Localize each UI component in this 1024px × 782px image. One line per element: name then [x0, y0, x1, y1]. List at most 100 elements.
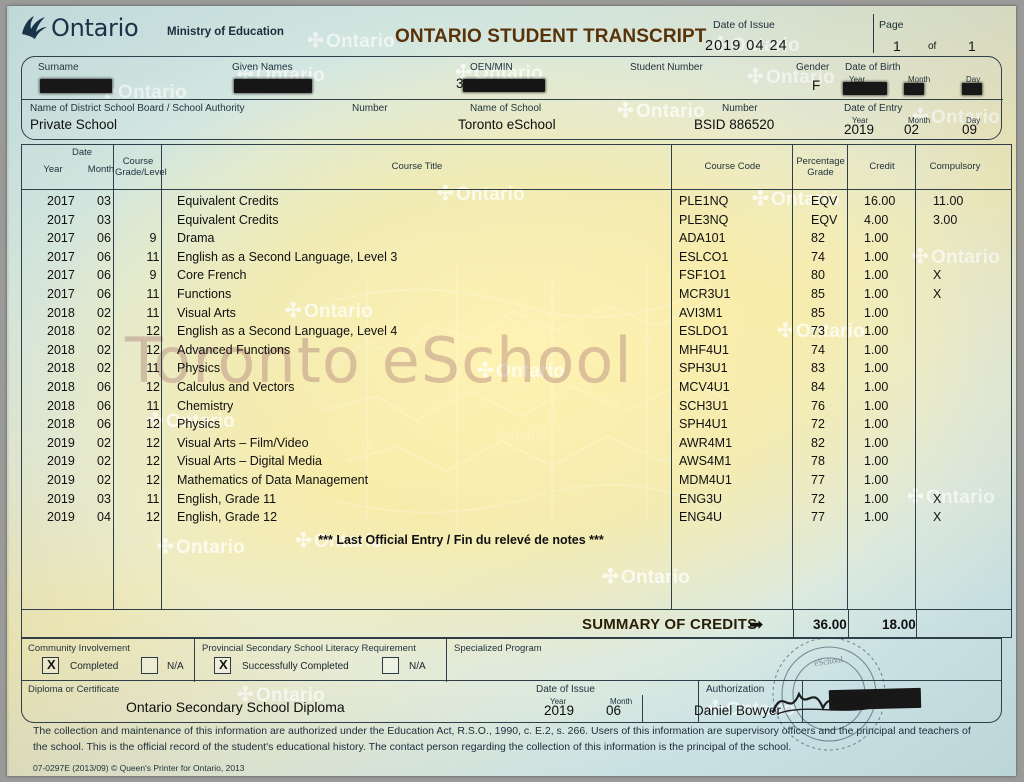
cell-course-title: Chemistry — [177, 398, 234, 413]
cell-credit: 1.00 — [864, 435, 889, 450]
cell-year: 2019 — [47, 435, 75, 450]
diploma-divider-1 — [698, 681, 700, 723]
cell-grade-level: 11 — [146, 398, 160, 413]
table-row: 2017 06 11 English as a Second Language, Le… — [21, 250, 1012, 269]
diploma-issue-month-label: Month — [610, 697, 633, 706]
table-row: 2018 02 11 Visual Arts AVI3M1 85 1.00 — [21, 306, 1012, 325]
cell-course-title: Drama — [177, 231, 215, 246]
cell-month: 06 — [97, 398, 111, 413]
summary-divider-1 — [793, 610, 795, 638]
literacy-na-checkbox[interactable] — [382, 657, 399, 674]
page-of-label: of — [928, 41, 937, 52]
form-identifier: 07-0297E (2013/09) © Queen's Printer for… — [33, 763, 245, 773]
cell-grade-level: 12 — [146, 454, 160, 469]
cell-course-code: ADA101 — [679, 231, 726, 246]
entry-year-label: Year — [852, 116, 869, 125]
cell-percentage-grade: 74 — [811, 249, 825, 264]
community-completed-checkbox[interactable]: X — [42, 657, 59, 674]
cell-grade-level: 12 — [146, 435, 160, 450]
cell-course-code: MCV4U1 — [679, 380, 730, 394]
cell-credit: 1.00 — [864, 380, 889, 394]
cell-month: 02 — [97, 305, 111, 320]
cell-grade-level: 11 — [146, 305, 160, 320]
cell-percentage-grade: EQV — [811, 212, 838, 227]
dob-month-label: Month — [908, 75, 931, 84]
community-completed-text: Completed — [70, 661, 119, 672]
specialized-program-label: Specialized Program — [454, 643, 542, 654]
dob-day-redaction — [962, 83, 982, 95]
transcript-sheet: ONTARIO ✣ Ontario ✣ Ontario ✣ Ontario ✣ Onta… — [7, 6, 1016, 776]
cell-percentage-grade: 85 — [811, 287, 825, 301]
community-na-checkbox[interactable] — [141, 657, 158, 674]
ontario-logo: Ontario — [18, 14, 139, 42]
cell-grade-level: 9 — [149, 268, 157, 283]
surname-redaction — [40, 79, 112, 93]
cell-month: 02 — [97, 361, 111, 376]
cell-credit: 1.00 — [864, 510, 889, 525]
literacy-completed-checkbox[interactable]: X — [214, 657, 231, 674]
requirements-divider-2 — [446, 639, 448, 682]
entry-label: Date of Entry — [844, 103, 903, 114]
cell-compulsory: 3.00 — [933, 212, 958, 227]
cell-course-code: SPH3U1 — [679, 361, 728, 376]
gender-value: F — [812, 78, 821, 93]
page-title: ONTARIO STUDENT TRANSCRIPT — [395, 26, 707, 47]
cell-year: 2018 — [47, 380, 75, 394]
col-divider-month — [113, 144, 115, 610]
cell-course-title: Physics — [177, 361, 221, 376]
cell-course-title: Equivalent Credits — [177, 212, 279, 227]
cell-compulsory: X — [933, 287, 942, 301]
cell-year: 2019 — [47, 454, 75, 469]
cell-course-code: MHF4U1 — [679, 342, 730, 357]
dob-month-redaction — [904, 83, 924, 95]
given-names-redaction — [234, 79, 312, 93]
th-course-grade-level: Course Grade/Level — [115, 156, 167, 178]
document-header: Ontario Ministry of Education ONTARIO ST… — [7, 6, 1016, 54]
th-month: Month — [87, 164, 115, 175]
cell-month: 04 — [97, 510, 111, 525]
checkbox-x-mark: X — [219, 657, 228, 672]
board-number-label: Number — [352, 103, 388, 114]
student-block-divider — [22, 99, 1003, 101]
cell-course-code: SPH4U1 — [679, 417, 728, 432]
checkbox-x-mark: X — [47, 657, 56, 672]
th-course-code: Course Code — [704, 161, 761, 172]
dob-day-label: Day — [966, 75, 981, 84]
page-total: 1 — [968, 38, 976, 54]
summary-total-compulsory: 18.00 — [882, 617, 916, 632]
cell-year: 2019 — [47, 510, 75, 525]
cell-year: 2017 — [47, 249, 75, 264]
th-course-title: Course Title — [391, 161, 443, 172]
table-header-rule — [21, 189, 1012, 191]
cell-compulsory: X — [933, 268, 942, 283]
cell-credit: 16.00 — [864, 194, 896, 208]
col-divider-pct — [792, 144, 794, 610]
oen-value: 3 — [456, 76, 464, 91]
table-row: 2019 02 12 Visual Arts – Film/Video AWR4M1 82… — [21, 436, 1012, 455]
cell-course-code: AVI3M1 — [679, 305, 723, 320]
trillium-icon — [22, 16, 47, 39]
cell-course-title: English as a Second Language, Level 4 — [177, 324, 398, 339]
school-value: Toronto eSchool — [458, 117, 556, 132]
diploma-issue-label: Date of Issue — [536, 684, 595, 695]
cell-grade-level: 12 — [146, 473, 160, 487]
table-row: 2017 06 9 Core French FSF1O1 80 1.00 X — [21, 268, 1012, 287]
requirements-divider-1 — [194, 639, 196, 682]
cell-grade-level: 11 — [146, 361, 160, 376]
th-note: Note — [995, 162, 1024, 173]
diploma-label: Diploma or Certificate — [28, 684, 120, 695]
summary-label: SUMMARY OF CREDITS — [582, 616, 758, 633]
col-divider-grade — [161, 144, 163, 610]
cell-course-code: ESLCO1 — [679, 249, 729, 264]
cell-course-code: MDM4U1 — [679, 473, 732, 487]
cell-year: 2017 — [47, 212, 75, 227]
cell-month: 06 — [97, 268, 111, 283]
cell-course-title: English, Grade 12 — [177, 510, 278, 525]
cell-course-code: SCH3U1 — [679, 398, 729, 413]
page-current: 1 — [893, 38, 901, 54]
cell-course-title: Functions — [177, 287, 232, 301]
cell-course-code: PLE1NQ — [679, 194, 729, 208]
cell-month: 02 — [97, 454, 111, 469]
school-number-label: Number — [722, 103, 758, 114]
